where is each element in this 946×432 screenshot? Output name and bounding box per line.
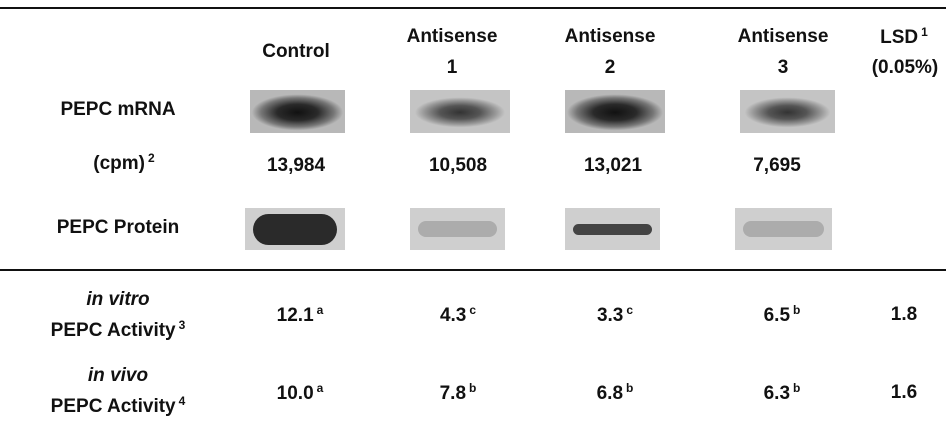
value: 7.8 — [440, 383, 466, 404]
row-label: PEPC Protein — [57, 217, 179, 239]
column-header: 2 — [605, 57, 616, 79]
value: 10.0 — [277, 383, 314, 404]
band — [573, 224, 653, 235]
footnote-mark: 4 — [179, 394, 186, 408]
footnote-mark: 2 — [148, 151, 155, 165]
band — [253, 214, 337, 244]
northern-blot — [410, 90, 510, 133]
northern-blot — [565, 90, 665, 133]
column-header: Antisense — [407, 26, 498, 48]
letter: a — [317, 303, 324, 317]
top-rule — [0, 7, 946, 9]
lsd-cell: 1.8 — [891, 304, 917, 326]
cell: 13,021 — [584, 155, 642, 177]
band — [743, 221, 825, 238]
column-header: Control — [262, 41, 330, 63]
value: 6.5 — [764, 305, 790, 326]
western-blot — [565, 208, 660, 250]
western-blot — [735, 208, 832, 250]
value: 6.8 — [597, 383, 623, 404]
row-label: (cpm)2 — [93, 151, 154, 175]
row-label: in vivo — [88, 365, 148, 387]
value: 6.3 — [764, 383, 790, 404]
label-text: (cpm) — [93, 153, 145, 174]
header-text: LSD — [880, 27, 918, 48]
letter: a — [317, 381, 324, 395]
column-header: Antisense — [565, 26, 656, 48]
northern-blot — [740, 90, 835, 133]
label-text: PEPC Activity — [51, 396, 176, 417]
western-blot — [410, 208, 505, 250]
column-header: Antisense — [738, 26, 829, 48]
label-text: PEPC Activity — [51, 320, 176, 341]
cell: 7,695 — [753, 155, 801, 177]
row-label: PEPC mRNA — [60, 99, 175, 121]
letter: b — [793, 381, 800, 395]
column-header: (0.05%) — [872, 57, 939, 79]
band — [418, 221, 498, 238]
value: 4.3 — [440, 305, 466, 326]
page: Control Antisense 1 Antisense 2 Antisens… — [0, 0, 946, 432]
letter: c — [469, 303, 476, 317]
cell: 13,984 — [267, 155, 325, 177]
cell: 10,508 — [429, 155, 487, 177]
column-header: 1 — [447, 57, 458, 79]
northern-blot — [250, 90, 345, 133]
value: 12.1 — [277, 305, 314, 326]
column-header: 3 — [778, 57, 789, 79]
letter: b — [626, 381, 633, 395]
letter: b — [469, 381, 476, 395]
western-blot — [245, 208, 345, 250]
row-label: in vitro — [86, 289, 149, 311]
letter: c — [626, 303, 633, 317]
lsd-cell: 1.6 — [891, 382, 917, 404]
letter: b — [793, 303, 800, 317]
value: 3.3 — [597, 305, 623, 326]
mid-rule — [0, 269, 946, 271]
footnote-mark: 1 — [921, 25, 928, 39]
footnote-mark: 3 — [179, 318, 186, 332]
